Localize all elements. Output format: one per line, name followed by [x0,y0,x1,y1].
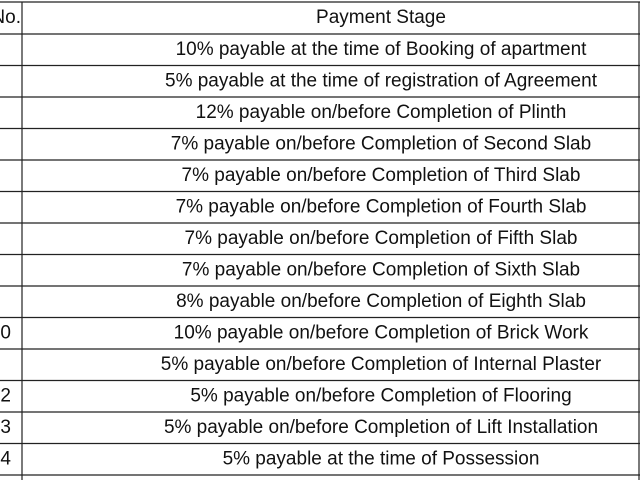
header-stage: Payment Stage [316,7,446,28]
payment-stage: 5% payable on/before Completion of Inter… [161,354,602,375]
payment-stage: 10% payable at the time of Booking of ap… [176,39,588,60]
payment-stage: 7% payable on/before Completion of Fourt… [176,196,587,217]
row-no: 2 [0,385,11,406]
payment-stage: 5% payable at the time of Possession [223,448,540,469]
row-no: 3 [0,417,11,438]
payment-stage: 5% payable on/before Completion of Lift … [164,417,598,438]
row-no: 0 [0,322,11,343]
payment-stage: 7% payable on/before Completion of Sixth… [182,259,580,280]
payment-stage: 12% payable on/before Completion of Plin… [196,102,567,123]
payment-stage: 7% payable on/before Completion of Third… [182,165,581,186]
payment-stage: 8% payable on/before Completion of Eight… [176,291,586,312]
payment-stage: 7% payable on/before Completion of Fifth… [185,228,578,249]
header-no: No. [0,7,21,28]
payment-stage: 7% payable on/before Completion of Secon… [171,133,591,154]
payment-stage: 5% payable on/before Completion of Floor… [190,385,571,406]
payment-stage: 10% payable on/before Completion of Bric… [174,322,589,343]
payment-stage: 5% payable at the time of registration o… [165,70,598,91]
row-no: 4 [0,448,11,469]
